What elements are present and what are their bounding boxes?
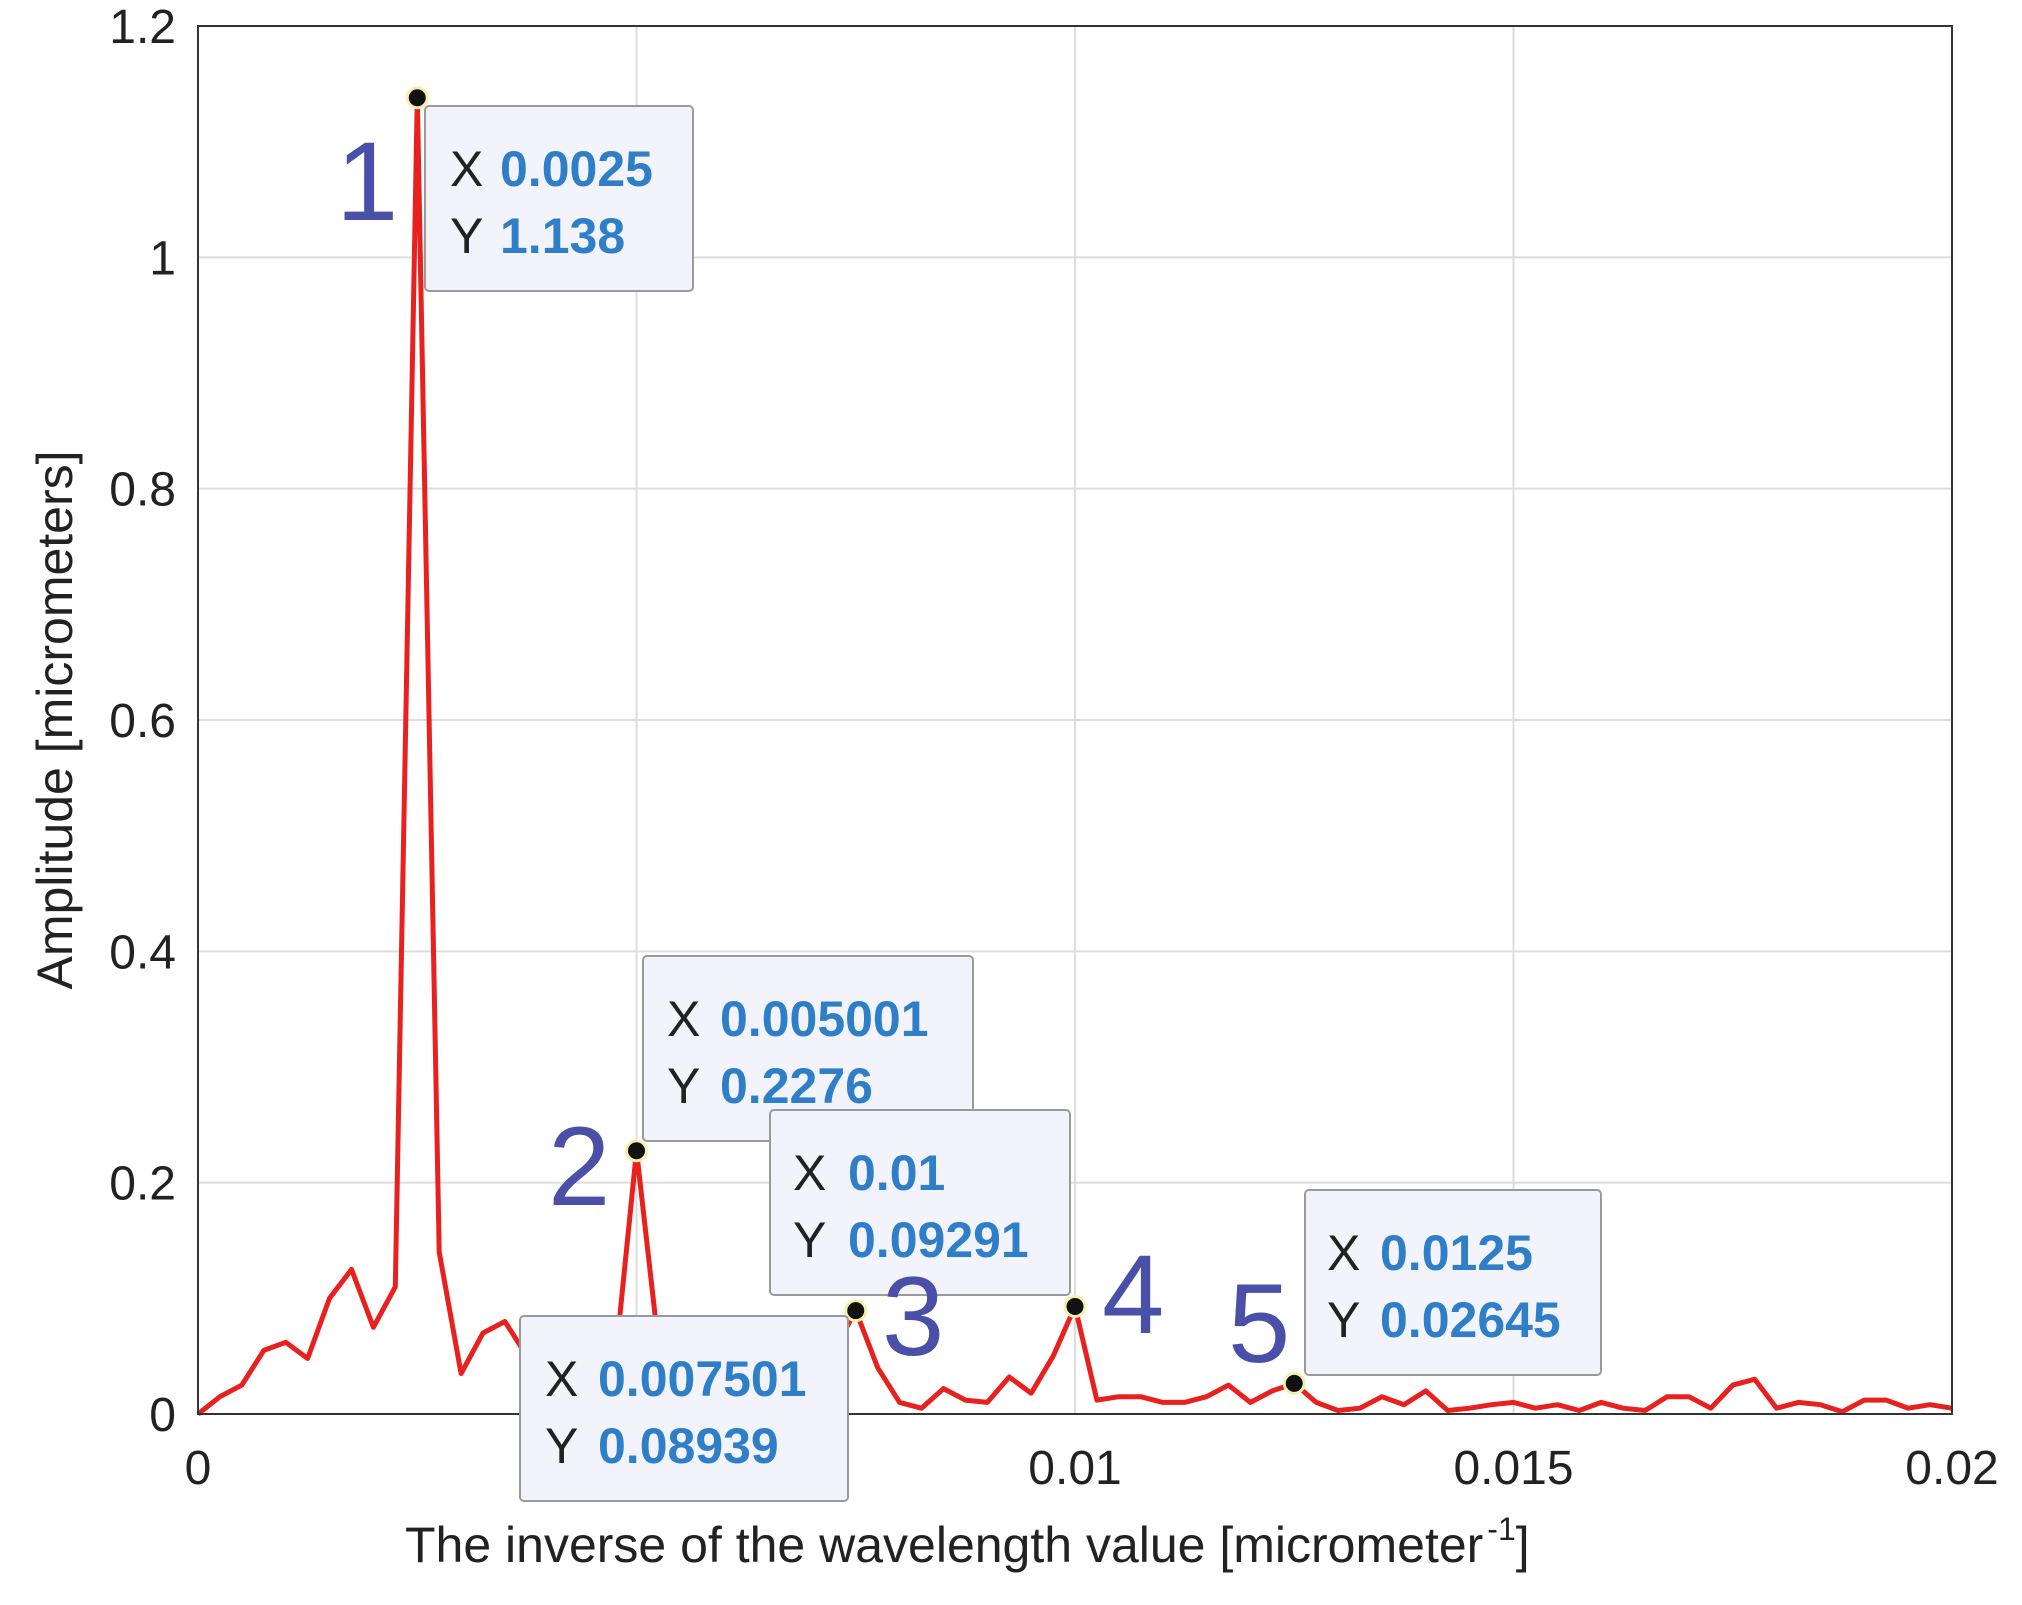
datatip-2-x-value: 0.005001 [720, 991, 929, 1047]
y-tick-label: 0.8 [109, 464, 176, 517]
y-tick-label: 0.6 [109, 695, 176, 748]
y-tick-label: 0.4 [109, 926, 176, 979]
datatip-4-y-value: 0.02645 [1380, 1292, 1561, 1348]
peak-label-1: 1 [336, 119, 398, 244]
datatip-4-y-key: Y [1327, 1292, 1360, 1348]
peak-label-2: 2 [548, 1104, 610, 1229]
peak-label-4: 4 [1102, 1232, 1164, 1357]
datatip-5-x-value: 0.007501 [598, 1351, 807, 1407]
datatip-marker[interactable] [625, 1139, 648, 1163]
datatip-5[interactable]: X 0.007501 Y 0.08939 [519, 1315, 849, 1502]
datatips: X 0.0025 Y 1.138 X 0.005001 Y 0.2276 X 0… [424, 105, 1602, 1502]
datatip-4-x-value: 0.0125 [1380, 1225, 1533, 1281]
datatip-3-y-value: 0.09291 [848, 1212, 1029, 1268]
datatip-2-y-value: 0.2276 [720, 1058, 873, 1114]
datatip-2-x-key: X [667, 991, 700, 1047]
datatip-3[interactable]: X 0.01 Y 0.09291 [769, 1109, 1071, 1296]
plot-frame [197, 25, 1953, 1415]
y-axis-label: Amplitude [micrometers] [27, 450, 83, 989]
datatip-marker[interactable] [844, 1299, 868, 1323]
datatip-1-x-key: X [450, 141, 483, 197]
datatip-5-x-key: X [545, 1351, 578, 1407]
y-tick-label: 0.2 [109, 1158, 176, 1211]
x-axis-label-suffix: ] [1516, 1517, 1530, 1573]
datatip-2-y-key: Y [667, 1058, 700, 1114]
datatip-5-y-key: Y [545, 1418, 578, 1474]
x-tick-label: 0.01 [1028, 1442, 1121, 1495]
datatip-1-x-value: 0.0025 [500, 141, 653, 197]
x-tick-label: 0.015 [1453, 1442, 1573, 1495]
y-tick-label: 1 [149, 232, 176, 285]
datatip-3-x-key: X [793, 1145, 826, 1201]
peak-label-3: 3 [882, 1254, 944, 1379]
peak-label-5: 5 [1228, 1261, 1290, 1386]
x-axis-label: The inverse of the wavelength value [mic… [405, 1511, 1530, 1573]
datatip-1-y-value: 1.138 [500, 208, 625, 264]
datatip-marker[interactable] [1282, 1371, 1306, 1395]
data-markers [405, 86, 1306, 1395]
x-tick-label: 0.02 [1905, 1442, 1998, 1495]
datatip-1-y-key: Y [450, 208, 483, 264]
y-tick-label: 0 [149, 1389, 176, 1442]
datatip-3-y-key: Y [793, 1212, 826, 1268]
datatip-3-x-value: 0.01 [848, 1145, 945, 1201]
datatip-1[interactable]: X 0.0025 Y 1.138 [424, 105, 694, 292]
y-tick-label: 1.2 [109, 1, 176, 54]
datatip-5-y-value: 0.08939 [598, 1418, 779, 1474]
x-tick-label: 0 [185, 1442, 212, 1495]
datatip-4-x-key: X [1327, 1225, 1360, 1281]
x-axis-label-superscript: -1 [1487, 1511, 1515, 1547]
datatip-marker[interactable] [405, 86, 429, 110]
datatip-marker[interactable] [1063, 1295, 1087, 1319]
x-axis-label-main: The inverse of the wavelength value [mic… [405, 1517, 1483, 1573]
datatip-4[interactable]: X 0.0125 Y 0.02645 [1304, 1189, 1602, 1376]
datatip-2[interactable]: X 0.005001 Y 0.2276 [642, 955, 974, 1142]
